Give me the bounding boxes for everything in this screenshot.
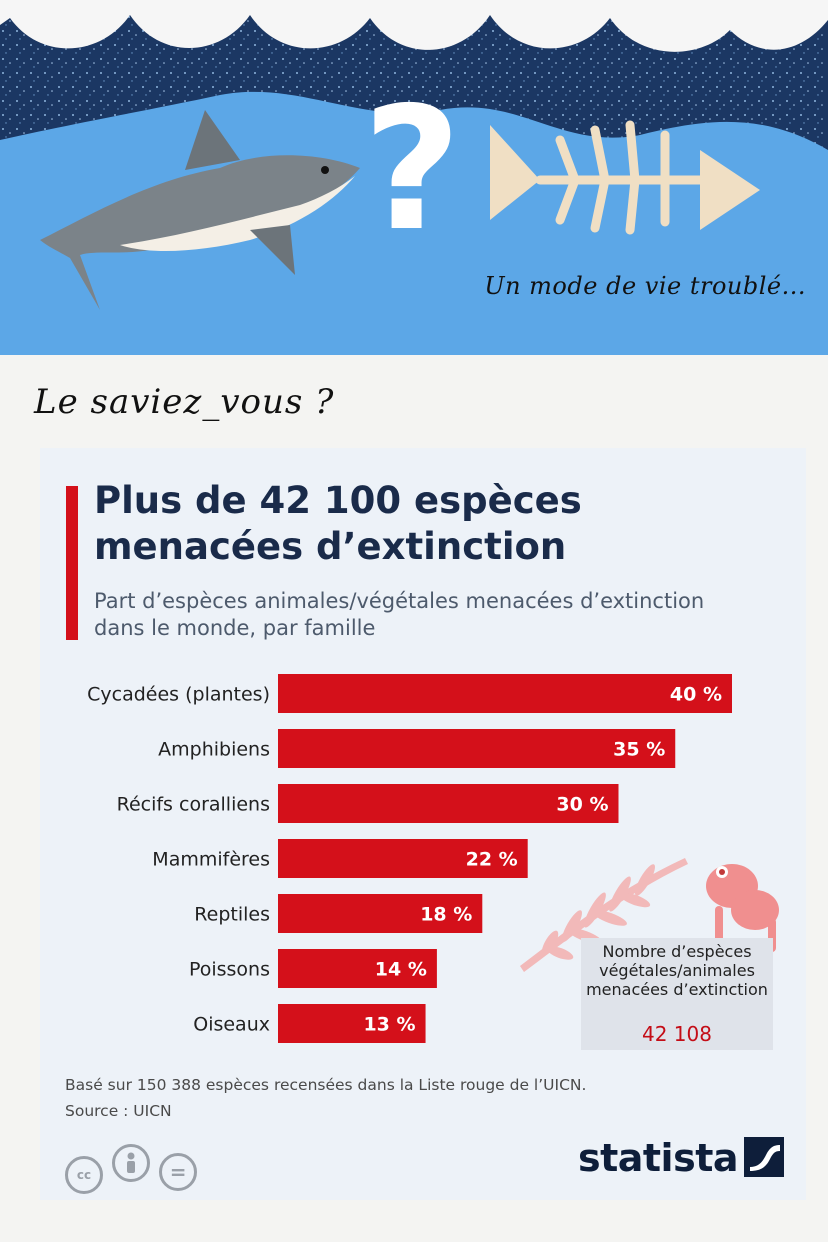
category-label: Mammifères (152, 849, 270, 871)
banner-tagline: Un mode de vie troublé... (484, 272, 806, 300)
shark-icon (40, 110, 360, 310)
category-label: Cycadées (plantes) (87, 684, 270, 706)
footnote: Basé sur 150 388 espèces recensées dans … (65, 1072, 765, 1124)
no-derivatives-icon[interactable]: = (159, 1153, 198, 1191)
bar (278, 729, 676, 768)
callout-value: 42 108 (642, 1022, 712, 1046)
category-label: Reptiles (194, 904, 270, 926)
fish-skeleton-icon (490, 120, 760, 235)
value-label: 30 % (556, 794, 608, 816)
value-label: 14 % (375, 959, 427, 981)
category-label: Oiseaux (193, 1014, 270, 1036)
fern-and-frog-illustration (520, 858, 779, 972)
footnote-source: Source : UICN (65, 1102, 172, 1120)
chart-subtitle: Part d’espèces animales/végétales menacé… (94, 589, 705, 640)
bar (278, 949, 437, 988)
bar (278, 839, 528, 878)
frog-icon (706, 864, 779, 952)
cc-icon[interactable]: cc (65, 1156, 103, 1194)
bar-chart: Cycadées (plantes) 40 % Amphibiens 35 % Réci… (87, 674, 732, 1043)
bar (278, 674, 732, 713)
question-mark: ? (363, 71, 462, 269)
total-callout: Nombre d’espèces végétales/animales mena… (581, 938, 773, 1050)
title-accent-bar (66, 486, 78, 640)
value-label: 13 % (363, 1014, 415, 1036)
value-label: 35 % (613, 739, 665, 761)
infographic-card: Plus de 42 100 espèces menacées d’extinc… (40, 448, 806, 1200)
brand-name: statista (577, 1136, 739, 1180)
bar (278, 784, 619, 823)
header-banner: ? Un mode de vie troublé... (0, 0, 828, 355)
intro-heading: Le saviez_vous ? (34, 382, 335, 422)
statista-mark-icon (744, 1136, 784, 1177)
category-label: Amphibiens (158, 739, 270, 761)
value-label: 40 % (670, 684, 722, 706)
ocean-illustration: ? (0, 0, 828, 355)
fern-icon (520, 858, 688, 972)
callout-text: Nombre d’espèces végétales/animales mena… (586, 942, 768, 999)
footnote-basis: Basé sur 150 388 espèces recensées dans … (65, 1076, 587, 1094)
category-label: Récifs coralliens (117, 794, 270, 816)
license-icons: cc = (65, 1144, 201, 1194)
attribution-icon[interactable] (112, 1144, 151, 1182)
category-label: Poissons (189, 959, 270, 981)
value-label: 18 % (420, 904, 472, 926)
bar (278, 894, 483, 933)
bar (278, 1004, 426, 1043)
value-label: 22 % (466, 849, 518, 871)
chart-title: Plus de 42 100 espèces menacées d’extinc… (94, 479, 582, 568)
statista-logo[interactable]: statista (578, 1136, 784, 1181)
